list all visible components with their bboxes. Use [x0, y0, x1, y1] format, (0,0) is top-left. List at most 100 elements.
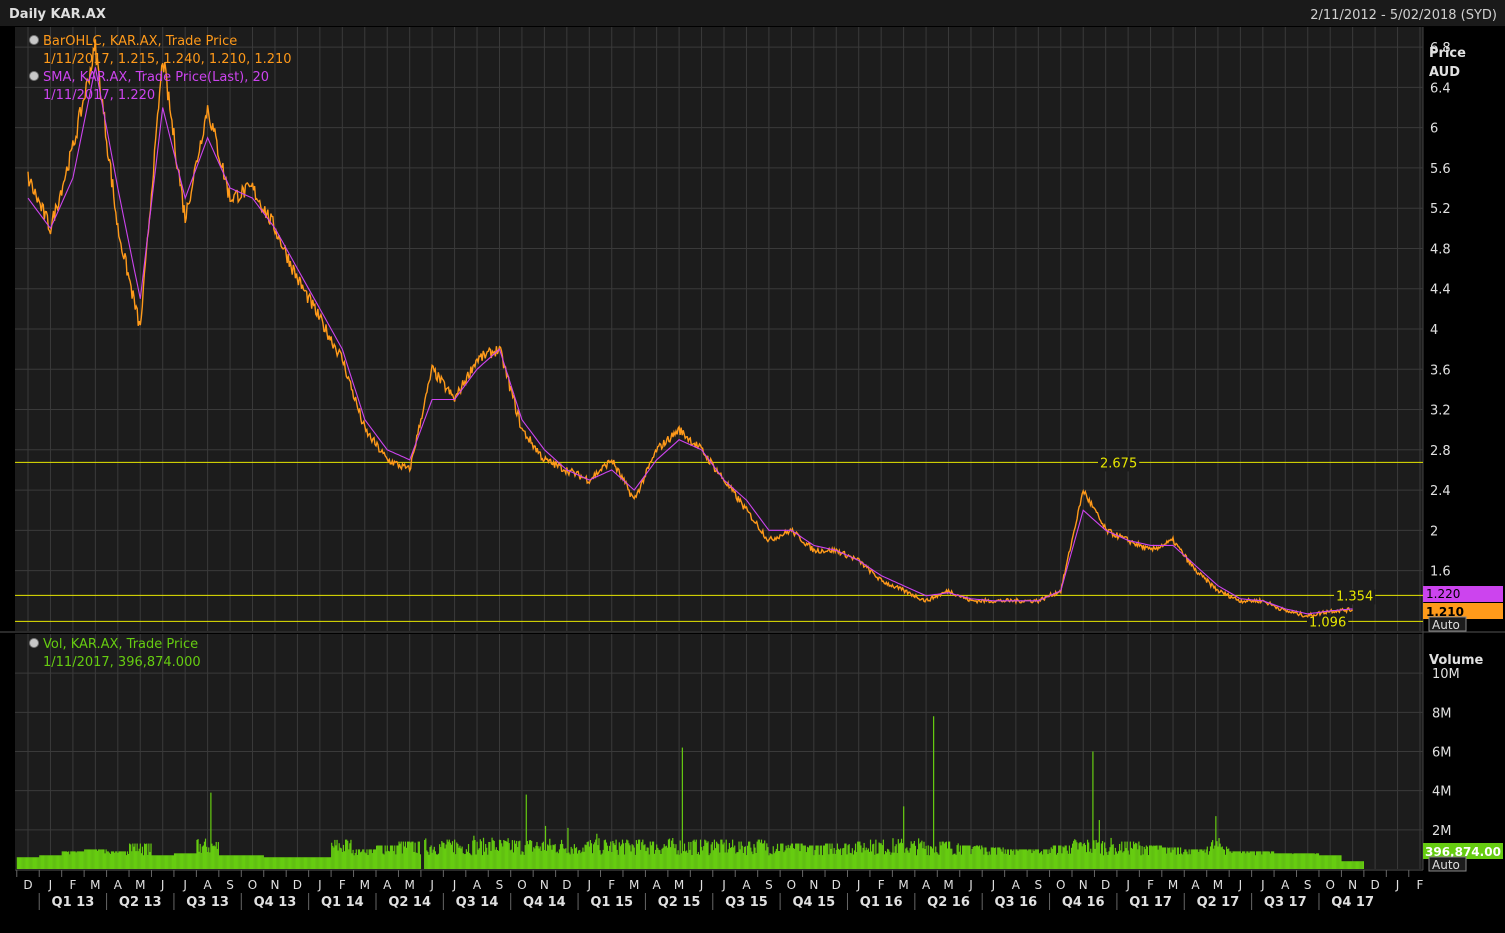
volume-bar	[379, 845, 381, 869]
volume-bar	[1259, 851, 1261, 869]
volume-bar	[905, 848, 907, 869]
volume-bar	[830, 848, 832, 869]
volume-auto-button[interactable]	[1428, 856, 1467, 872]
reference-line-label: 1.354	[1336, 589, 1373, 604]
volume-bar	[848, 844, 850, 869]
quarter-label: Q3 15	[725, 895, 768, 910]
volume-bar	[105, 849, 107, 869]
volume-bar	[1053, 845, 1056, 869]
volume-bar	[1200, 849, 1202, 869]
volume-bar	[978, 845, 981, 869]
month-label: J	[182, 878, 187, 892]
volume-bar	[1075, 840, 1077, 869]
month-label: J	[1260, 878, 1265, 892]
volume-bar	[772, 846, 774, 869]
volume-bar	[69, 854, 71, 869]
volume-bar	[23, 857, 25, 869]
legend-ohlc-values: 1/11/2017, 1.215, 1.240, 1.210, 1.210	[43, 52, 292, 67]
volume-bar	[118, 851, 120, 869]
volume-bar	[306, 857, 308, 869]
volume-bar	[132, 843, 134, 869]
volume-bar	[626, 839, 628, 869]
volume-bar	[281, 857, 284, 869]
volume-bar	[1325, 855, 1327, 869]
volume-bar	[974, 846, 976, 869]
volume-bar	[869, 839, 872, 869]
volume-bar	[1217, 846, 1219, 869]
volume-bar	[59, 855, 61, 869]
toggle-icon[interactable]	[29, 35, 39, 45]
volume-bar	[57, 855, 59, 869]
volume-bar	[1083, 842, 1085, 869]
volume-bar	[158, 855, 161, 869]
quarter-label: Q4 13	[254, 895, 297, 910]
volume-bar	[897, 839, 899, 869]
volume-bar	[1069, 853, 1072, 869]
volume-bar	[1050, 847, 1052, 869]
volume-bar	[549, 838, 551, 869]
volume-bar	[390, 845, 393, 869]
month-label: J	[968, 878, 973, 892]
volume-bar	[250, 855, 253, 869]
volume-bar	[1019, 849, 1021, 869]
volume-bar	[1314, 854, 1316, 869]
volume-bar	[514, 843, 517, 869]
volume-bar	[975, 845, 977, 869]
volume-bar	[988, 851, 990, 869]
volume-bar	[619, 846, 621, 869]
volume-bar	[95, 849, 98, 869]
volume-bar	[1151, 845, 1153, 869]
volume-bar	[1203, 849, 1205, 869]
volume-bar	[41, 855, 43, 869]
volume-bar	[832, 853, 834, 869]
volume-bar	[807, 847, 810, 869]
volume-bar	[1073, 840, 1075, 869]
volume-bar	[703, 846, 705, 869]
volume-bar	[1274, 853, 1276, 869]
price-auto-button[interactable]	[1428, 616, 1467, 632]
volume-bar	[1311, 853, 1313, 869]
volume-bar	[178, 853, 180, 869]
volume-bar	[987, 855, 989, 869]
volume-bar	[761, 843, 764, 869]
volume-bar	[788, 848, 790, 869]
volume-bar	[954, 853, 956, 869]
volume-bar	[780, 843, 782, 869]
volume-bar	[1281, 853, 1283, 869]
volume-bar	[630, 851, 632, 869]
last-volume-label: 396,874.00	[1425, 845, 1501, 859]
volume-bar	[902, 843, 904, 869]
volume-bar	[1286, 853, 1289, 869]
volume-bar	[1337, 855, 1339, 869]
volume-bar	[1116, 853, 1119, 869]
volume-bar	[245, 855, 247, 869]
volume-bar	[686, 850, 688, 869]
volume-bar	[264, 857, 267, 869]
volume-bar	[1014, 854, 1016, 869]
volume-bar	[119, 851, 121, 869]
volume-bar	[87, 849, 89, 869]
volume-bar	[1163, 847, 1166, 869]
volume-bar	[18, 857, 21, 869]
volume-bar	[481, 855, 484, 869]
volume-bar	[157, 855, 160, 869]
volume-bar	[1085, 852, 1088, 869]
volume-bar	[1352, 861, 1354, 869]
volume-bar	[931, 848, 934, 869]
volume-bar	[1359, 861, 1361, 869]
volume-bar	[1220, 847, 1222, 869]
volume-bar	[183, 853, 185, 869]
volume-axis-ticks: 10M 8M 6M 4M 2M	[1432, 667, 1460, 839]
month-label: J	[991, 878, 996, 892]
volume-bar	[210, 792, 212, 869]
volume-bar	[789, 845, 791, 869]
volume-bar	[596, 833, 598, 869]
volume-bar	[469, 853, 471, 869]
volume-bar	[483, 851, 486, 869]
volume-bar	[490, 850, 492, 869]
toggle-icon[interactable]	[29, 638, 39, 648]
reference-line-label: 1.096	[1309, 615, 1346, 630]
volume-bar	[519, 840, 521, 869]
volume-bar	[1250, 851, 1252, 869]
toggle-icon[interactable]	[29, 71, 39, 81]
